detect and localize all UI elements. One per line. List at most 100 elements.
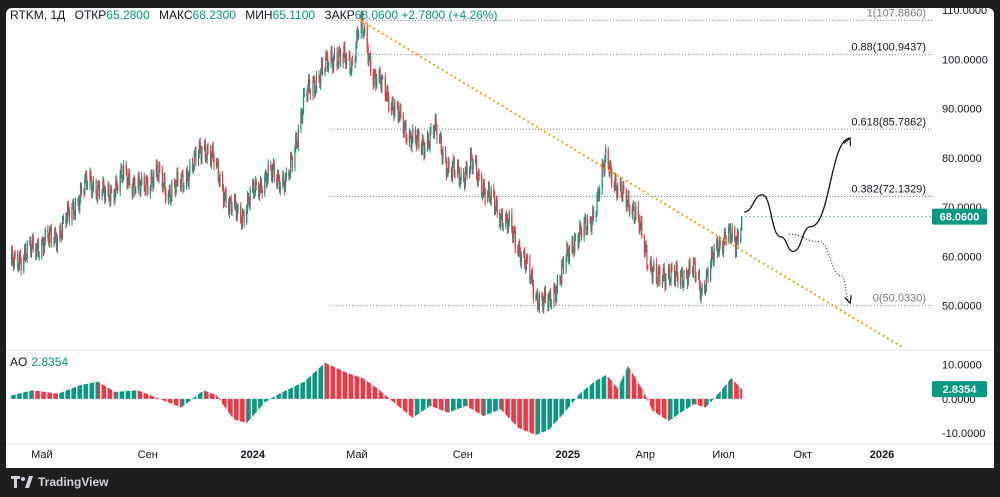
ao-bar — [409, 398, 411, 416]
ao-bar — [609, 379, 611, 399]
ao-bar — [579, 393, 581, 399]
ao-bar — [631, 373, 633, 399]
candle-body — [55, 237, 58, 249]
ao-bar — [283, 391, 285, 399]
ao-bar — [314, 372, 316, 399]
ao-bar — [477, 398, 479, 413]
candle-body — [294, 149, 296, 168]
candle-body — [302, 92, 305, 112]
candle-body — [236, 209, 238, 218]
candle-body — [249, 190, 251, 206]
ao-bar — [37, 391, 40, 399]
candle-body — [155, 164, 157, 173]
candle-body — [333, 51, 336, 57]
candle-body — [240, 221, 243, 226]
candle-body — [241, 212, 244, 226]
candle-body — [548, 296, 550, 308]
ao-name[interactable]: AO — [10, 355, 28, 369]
ao-bar — [179, 398, 182, 408]
ao-bar — [270, 398, 272, 400]
ao-bar — [735, 382, 737, 399]
ao-bar — [634, 377, 636, 399]
ao-bar — [457, 398, 460, 409]
candle-body — [290, 156, 292, 174]
ao-bar — [198, 393, 200, 399]
ao-bar — [538, 398, 540, 434]
ao-bar — [662, 398, 664, 418]
candle-body — [619, 181, 621, 187]
time-axis-tick: Сен — [138, 449, 158, 461]
ao-bar — [336, 368, 338, 399]
candle-body — [324, 69, 326, 72]
candle-body — [475, 159, 477, 163]
ao-bar — [568, 398, 571, 407]
ao-bar — [374, 386, 376, 399]
ao-bar — [556, 398, 559, 421]
ao-bar — [211, 393, 213, 399]
candle-body — [267, 164, 269, 179]
interval-label[interactable]: 1Д — [50, 8, 66, 22]
ao-bar — [671, 398, 673, 419]
candle-body — [668, 268, 670, 282]
candle-body — [141, 176, 143, 184]
ao-bar — [231, 398, 233, 418]
candle-body — [704, 284, 706, 291]
candle-body — [416, 134, 418, 147]
candle-body — [31, 237, 33, 248]
candle-body — [29, 241, 31, 243]
candle-body — [158, 166, 160, 179]
candle-body — [265, 173, 268, 184]
ao-bar — [312, 373, 314, 399]
candle-body — [695, 276, 697, 279]
candle-body — [351, 60, 353, 72]
candle-body — [368, 56, 370, 63]
ao-bar — [638, 384, 640, 399]
candle-body — [228, 200, 231, 214]
ao-bar — [463, 398, 465, 407]
ao-bar — [627, 366, 629, 399]
candle-body — [270, 164, 272, 169]
candle-body — [530, 278, 532, 281]
ao-bar — [98, 382, 100, 399]
symbol-name[interactable]: RTKM — [10, 8, 44, 22]
ao-bar — [404, 398, 406, 412]
ao-bar — [187, 398, 189, 403]
candle-body — [562, 259, 565, 270]
ao-bar — [562, 398, 564, 415]
candle-body — [60, 226, 62, 236]
candle-body — [469, 168, 471, 176]
ao-bar — [393, 398, 395, 403]
ao-bar — [381, 392, 383, 399]
candle-body — [38, 255, 40, 257]
ao-bar — [325, 363, 327, 399]
candle-body — [54, 230, 56, 242]
ao-legend: AO 2.8354 — [10, 355, 68, 369]
ao-bar — [203, 390, 206, 399]
ao-bar — [176, 398, 178, 406]
ao-bar — [228, 398, 231, 414]
ao-bar — [729, 380, 731, 399]
ao-bar — [175, 398, 177, 406]
time-axis-tick: 2025 — [556, 449, 580, 461]
candle-body — [253, 193, 256, 195]
candle-body — [13, 254, 15, 267]
candle-body — [406, 138, 408, 143]
low-value: 65.1100 — [272, 8, 316, 22]
candle-body — [18, 254, 21, 266]
candle-body — [734, 227, 736, 241]
ao-bar — [664, 398, 666, 419]
ao-bar — [390, 398, 392, 401]
candle-body — [345, 57, 347, 66]
ao-bar — [608, 378, 610, 399]
ao-bar — [729, 379, 732, 399]
candle-body — [655, 262, 658, 280]
brand-name: TradingView — [38, 475, 109, 489]
ao-bar — [102, 384, 104, 399]
brand[interactable]: TradingView — [11, 474, 108, 490]
candle-body — [203, 143, 206, 149]
bearish-projection-arrowhead — [844, 295, 852, 305]
candle-body — [572, 238, 574, 252]
ao-bar — [574, 398, 576, 400]
ao-bar — [476, 398, 478, 413]
